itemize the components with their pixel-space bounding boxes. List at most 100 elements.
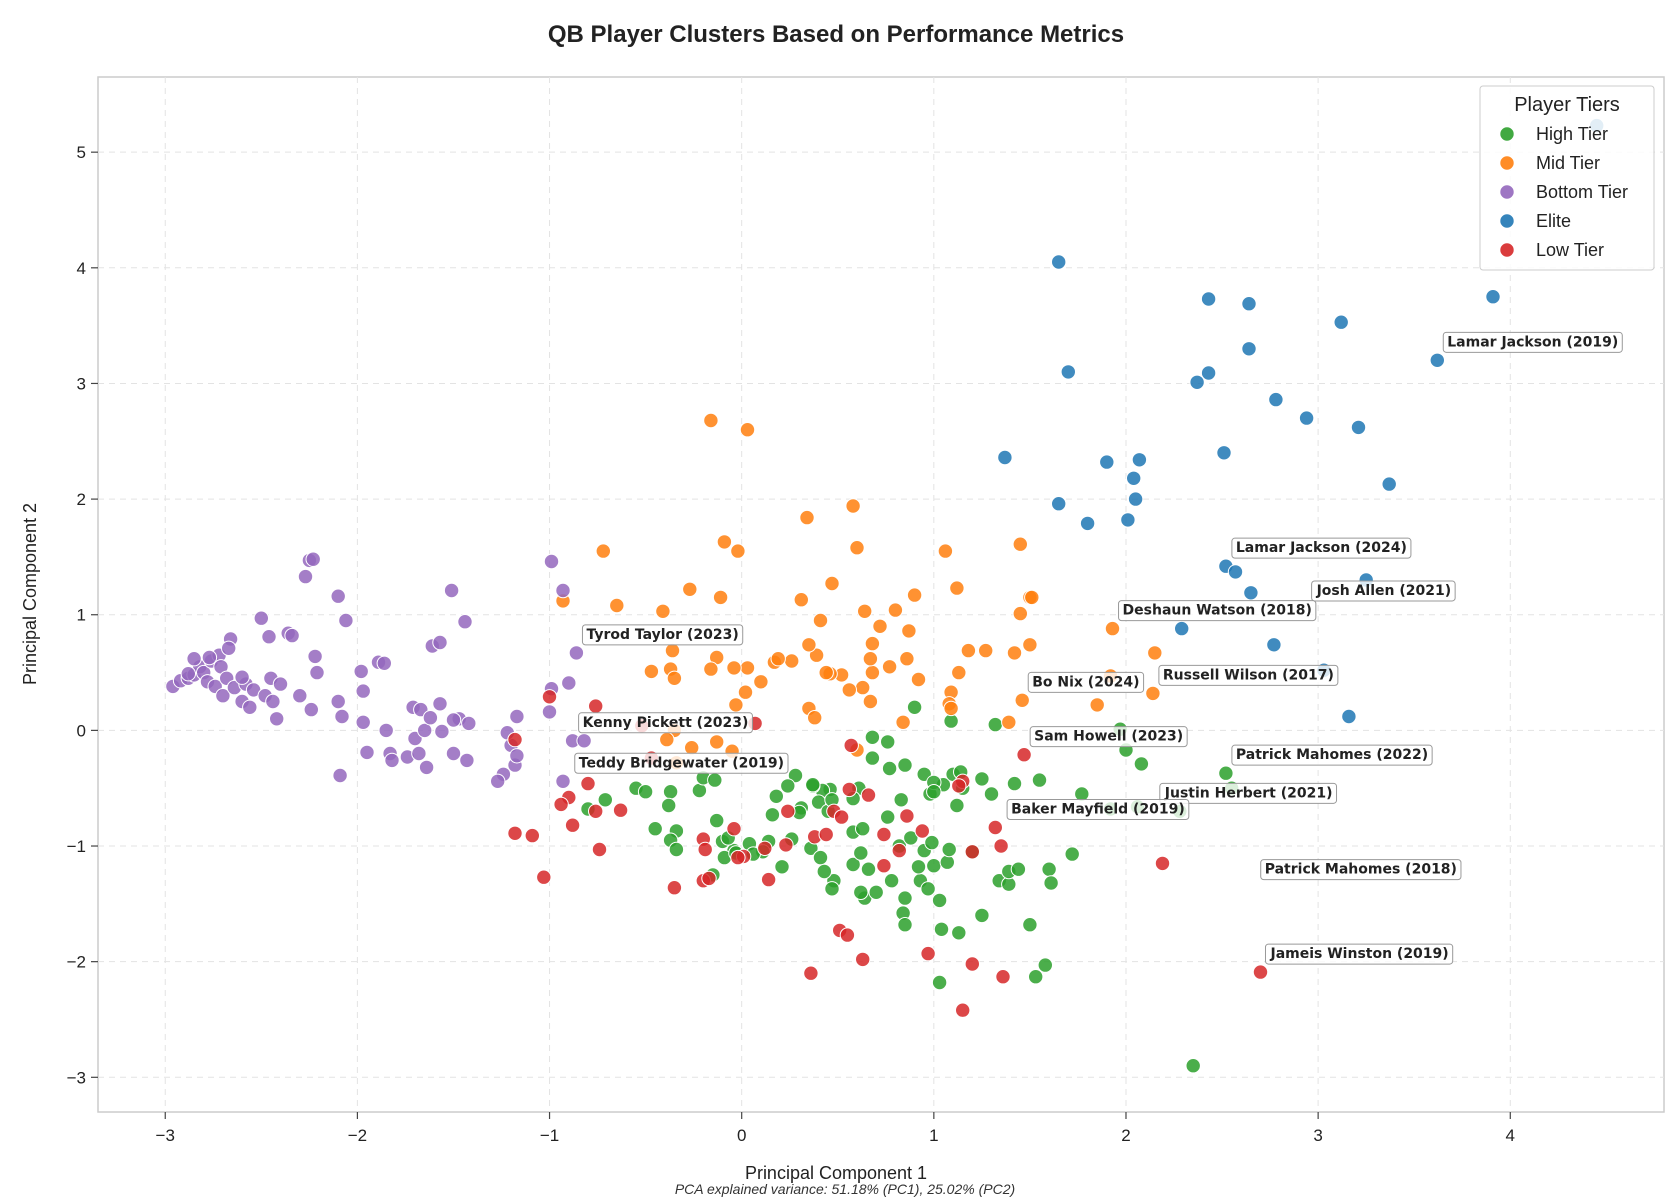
elite-point xyxy=(1079,515,1096,532)
low-tier-point xyxy=(833,809,850,825)
mid-tier-point xyxy=(666,670,683,686)
high-tier-point xyxy=(949,797,965,814)
bottom-tier-point xyxy=(443,582,460,599)
mid-tier-point xyxy=(1145,685,1161,702)
high-tier-point xyxy=(668,841,685,858)
bottom-tier-point xyxy=(461,715,477,732)
mid-tier-point xyxy=(682,581,698,597)
high-tier-point xyxy=(1185,1058,1201,1074)
high-tier-point xyxy=(939,854,955,870)
player-annotation: Sam Howell (2023) xyxy=(1029,726,1188,748)
mid-tier-point xyxy=(887,602,904,618)
x-tick-label: −3 xyxy=(156,1126,175,1145)
high-tier-point xyxy=(1006,775,1023,792)
high-tier-point xyxy=(805,777,821,793)
mid-tier-point xyxy=(1001,714,1017,730)
x-tick-label: 4 xyxy=(1506,1126,1515,1145)
bottom-tier-point xyxy=(555,773,571,789)
high-tier-point xyxy=(864,729,881,745)
mid-tier-point xyxy=(1022,637,1038,653)
annotation-label: Lamar Jackson (2024) xyxy=(1236,540,1407,556)
annotation-label: Kenny Pickett (2023) xyxy=(583,715,749,731)
low-tier-point xyxy=(1016,747,1032,763)
bottom-tier-point xyxy=(490,773,506,789)
low-tier-point xyxy=(993,838,1009,854)
high-tier-point xyxy=(897,890,913,906)
mid-tier-point xyxy=(949,580,965,596)
annotation-label: Patrick Mahomes (2018) xyxy=(1265,862,1457,878)
y-axis-label: Principal Component 2 xyxy=(20,503,40,685)
high-tier-point xyxy=(880,809,896,825)
low-tier-point xyxy=(839,927,856,943)
bottom-tier-point xyxy=(303,701,319,718)
annotation-box xyxy=(1159,782,1338,804)
high-tier-point xyxy=(924,834,940,851)
low-tier-point xyxy=(964,956,980,972)
low-tier-point xyxy=(951,778,967,794)
bottom-tier-point xyxy=(355,683,371,699)
mid-tier-point xyxy=(595,543,611,559)
bottom-tier-point xyxy=(330,588,346,604)
mid-tier-point xyxy=(895,714,911,730)
annotation-box xyxy=(574,752,789,774)
mid-tier-point xyxy=(609,597,625,614)
x-axis-label: Principal Component 1 xyxy=(745,1163,927,1183)
bottom-tier-point xyxy=(297,568,314,585)
low-tier-point xyxy=(591,841,608,858)
elite-point xyxy=(1060,364,1077,380)
high-tier-point xyxy=(1031,772,1048,788)
high-tier-point xyxy=(662,784,679,800)
bottom-tier-point xyxy=(417,722,433,739)
annotation-box xyxy=(1006,799,1190,821)
low-tier-point xyxy=(588,803,604,819)
low-tier-point xyxy=(1252,964,1269,980)
high-tier-point xyxy=(637,784,654,800)
high-tier-point xyxy=(903,830,919,846)
high-tier-point xyxy=(1028,969,1044,985)
bottom-tier-point xyxy=(292,688,308,704)
low-tier-point xyxy=(524,827,540,844)
low-tier-point xyxy=(760,871,777,888)
high-tier-point xyxy=(824,881,840,897)
mid-tier-point xyxy=(855,679,871,696)
mid-tier-point xyxy=(799,509,815,526)
mid-tier-point xyxy=(712,589,729,606)
bottom-tier-point xyxy=(509,708,525,725)
elite-point xyxy=(1189,374,1205,390)
low-tier-point xyxy=(730,849,746,866)
mid-tier-point xyxy=(951,664,967,681)
bottom-tier-point xyxy=(353,663,369,680)
x-tick-label: −1 xyxy=(540,1126,559,1145)
elite-point xyxy=(1174,620,1190,637)
high-tier-point xyxy=(855,821,871,837)
low-tier-point xyxy=(536,869,552,885)
high-tier-point xyxy=(974,907,990,924)
elite-point xyxy=(1241,341,1257,357)
legend-label-mid-tier: Mid Tier xyxy=(1536,153,1600,173)
high-tier-point xyxy=(1022,917,1038,933)
low-tier-point xyxy=(876,826,892,843)
axis-ticks: −3 −2 −1 0 1 2 3 4 −3 −2 −1 0 1 2 3 4 5 xyxy=(67,143,1515,1145)
low-tier-point xyxy=(726,821,742,837)
bottom-tier-point xyxy=(221,640,237,656)
mid-tier-point xyxy=(864,635,881,652)
bottom-tier-point xyxy=(309,664,325,681)
bottom-tier-point xyxy=(284,627,300,644)
bottom-tier-point xyxy=(234,669,250,685)
high-tier-point xyxy=(709,812,725,829)
player-annotation: Teddy Bridgewater (2019) xyxy=(574,752,789,774)
mid-tier-point xyxy=(1012,536,1028,552)
mid-tier-point xyxy=(726,660,742,676)
mid-tier-point xyxy=(978,642,994,659)
bottom-tier-point xyxy=(576,733,592,749)
mid-tier-point xyxy=(818,664,834,681)
mid-tier-point xyxy=(784,653,800,669)
annotation-box xyxy=(1158,664,1339,686)
mid-tier-point xyxy=(703,412,719,429)
annotation-label: Teddy Bridgewater (2019) xyxy=(579,755,784,771)
low-tier-point xyxy=(757,840,773,856)
annotation-box xyxy=(1311,580,1456,602)
annotation-box xyxy=(1029,726,1188,748)
bottom-tier-point xyxy=(434,723,450,740)
